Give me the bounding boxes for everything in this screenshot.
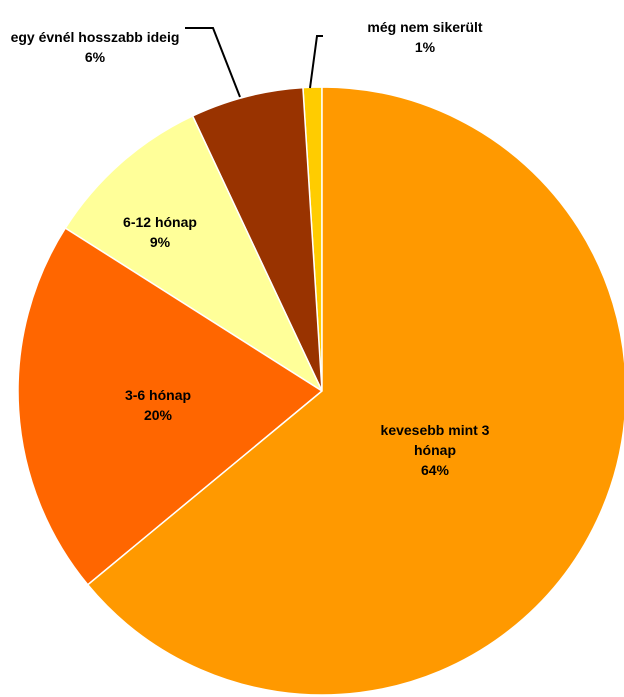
category-label: 6-12 hónap: [123, 214, 197, 230]
value-label: 6%: [84, 49, 106, 65]
pie-slice: [86, 86, 624, 696]
leader-line: [309, 35, 323, 89]
category-label: 3-6 hónap: [124, 387, 192, 403]
slice-label: kevesebb mint 3 hónap 64%: [360, 420, 510, 480]
value-label: 20%: [143, 407, 173, 423]
slice-label: egy évnél hosszabb ideig 6%: [0, 27, 190, 67]
slice-label: 6-12 hónap 9%: [100, 212, 220, 252]
category-label: kevesebb mint 3 hónap: [380, 422, 490, 458]
pie-slice: [17, 227, 324, 586]
slice-label: 3-6 hónap 20%: [98, 385, 218, 425]
value-label: 64%: [420, 462, 450, 478]
value-label: 9%: [149, 234, 171, 250]
pie-slice: [64, 114, 324, 394]
slice-label: még nem sikerült 1%: [345, 17, 505, 57]
leader-line: [185, 27, 241, 98]
value-label: 1%: [414, 39, 436, 55]
category-label: egy évnél hosszabb ideig: [10, 29, 180, 45]
category-label: még nem sikerült: [367, 19, 483, 35]
